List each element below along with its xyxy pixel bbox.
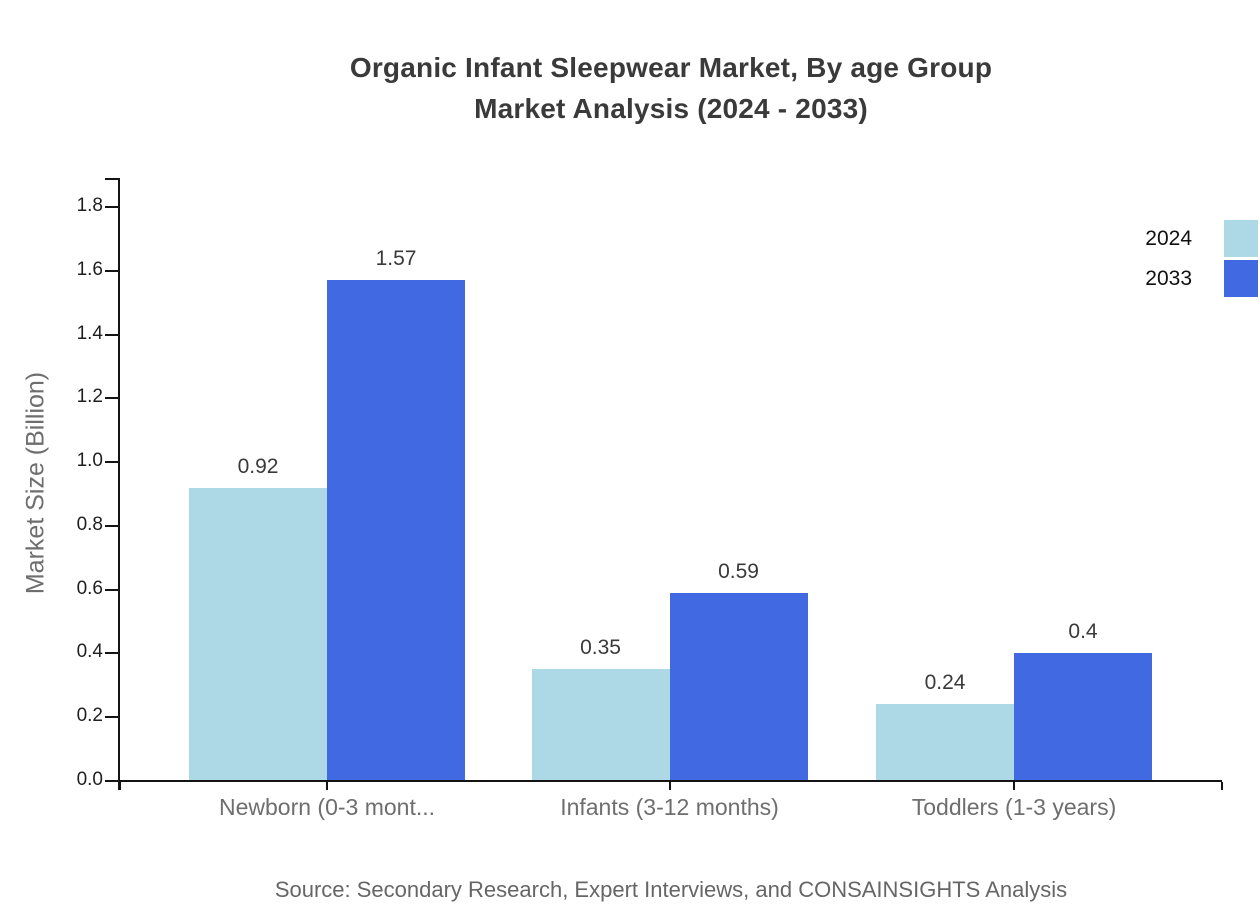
x-axis	[118, 780, 1222, 782]
y-tick-1.6	[105, 270, 118, 272]
source-note: Source: Secondary Research, Expert Inter…	[274, 877, 1068, 902]
legend-label-2033: 2033	[1145, 266, 1192, 290]
legend-label-2024: 2024	[1145, 226, 1192, 250]
legend-swatch-2024	[1224, 220, 1258, 257]
x-category-label-2: Toddlers (1-3 years)	[911, 794, 1117, 820]
x-category-label-0: Newborn (0-3 mont...	[218, 794, 436, 820]
y-tick-label-1.6: 1.6	[76, 259, 103, 280]
x-tick-2	[669, 782, 671, 790]
y-tick-1.8	[105, 206, 118, 208]
y-tick-0.0	[105, 780, 118, 782]
y-tick-0.8	[105, 525, 118, 527]
y-tick-label-0.4: 0.4	[76, 641, 103, 662]
bar-value-label-2033-2: 0.4	[1068, 620, 1098, 643]
bar-2024-0	[189, 488, 327, 781]
bar-2033-0	[327, 280, 465, 781]
y-tick-label-1.0: 1.0	[76, 450, 103, 471]
y-tick-1.4	[105, 334, 118, 336]
bar-value-label-2024-0: 0.92	[237, 455, 279, 478]
chart-title-line2: Market Analysis (2024 - 2033)	[474, 93, 868, 124]
y-tick-label-0.8: 0.8	[76, 514, 103, 535]
bar-value-label-2024-2: 0.24	[924, 671, 966, 694]
bar-value-label-2033-1: 0.59	[718, 560, 759, 583]
y-tick-label-0.2: 0.2	[76, 705, 103, 726]
y-tick-label-1.2: 1.2	[76, 386, 103, 407]
y-tick-1.0	[105, 461, 118, 463]
y-tick-label-0.0: 0.0	[76, 769, 103, 790]
x-tick-3	[1013, 782, 1015, 790]
y-tick-label-0.6: 0.6	[76, 578, 103, 599]
chart-title: Organic Infant Sleepwear Market, By age …	[120, 47, 1222, 129]
legend-row-2024: 2024	[1145, 220, 1258, 257]
bar-value-label-2033-0: 1.57	[375, 247, 417, 270]
y-tick-0.4	[105, 652, 118, 654]
y-axis-top-cap	[105, 178, 118, 180]
bar-value-label-2024-1: 0.35	[580, 636, 621, 659]
y-tick-1.2	[105, 397, 118, 399]
y-tick-label-1.8: 1.8	[76, 195, 103, 216]
y-tick-label-1.4: 1.4	[76, 323, 103, 344]
x-tick-4	[1221, 782, 1223, 790]
y-axis	[118, 178, 120, 790]
bar-2033-2	[1014, 653, 1152, 781]
chart-legend: 2024 2033	[1145, 220, 1258, 300]
x-tick-1	[326, 782, 328, 790]
x-tick-0	[119, 782, 121, 790]
y-tick-0.6	[105, 589, 118, 591]
bar-2024-1	[531, 669, 670, 781]
chart-title-line1: Organic Infant Sleepwear Market, By age …	[349, 52, 993, 83]
bar-2024-2	[876, 704, 1014, 781]
bar-2033-1	[669, 593, 808, 781]
x-category-label-1: Infants (3-12 months)	[560, 794, 779, 820]
legend-swatch-2033	[1224, 260, 1258, 297]
legend-row-2033: 2033	[1145, 260, 1258, 297]
y-tick-0.2	[105, 716, 118, 718]
y-axis-title: Market Size (Billion)	[21, 371, 50, 595]
